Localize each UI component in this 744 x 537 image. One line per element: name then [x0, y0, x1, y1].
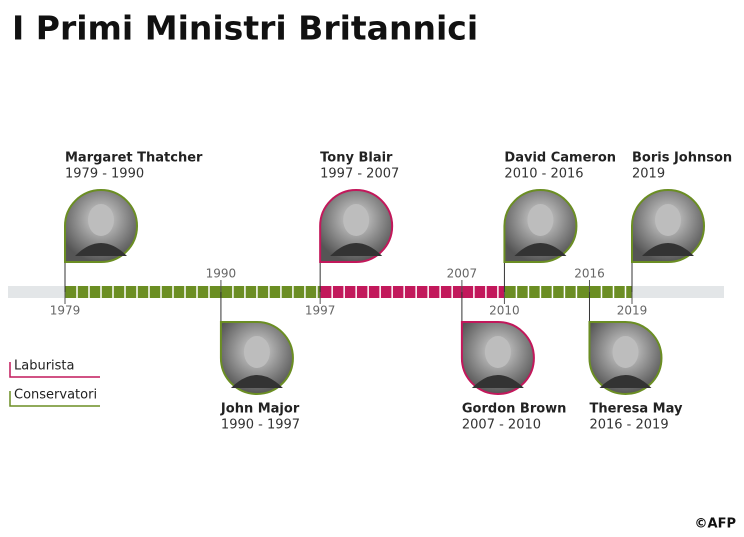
- term-segment: [504, 286, 590, 298]
- term-segment: [220, 286, 321, 298]
- tick-label: 2010: [489, 304, 520, 318]
- portrait-body: [514, 243, 567, 256]
- legend-line: [9, 391, 100, 407]
- portrait-head: [484, 336, 511, 368]
- portrait-body: [471, 375, 524, 388]
- legend-label: Laburista: [14, 359, 75, 374]
- term-segment: [461, 286, 505, 298]
- minister-name: Margaret Thatcher: [65, 151, 203, 166]
- tick-label: 2016: [574, 267, 605, 281]
- minister-term: 1979 - 1990: [65, 167, 144, 182]
- minister-term: 1990 - 1997: [221, 418, 300, 433]
- minister-term: 1997 - 2007: [320, 167, 399, 182]
- minister-name: Theresa May: [589, 402, 683, 417]
- tick-label: 1990: [206, 267, 237, 281]
- portrait-head: [612, 336, 639, 368]
- portrait-head: [243, 336, 270, 368]
- portrait-body: [330, 243, 383, 256]
- minister-name: Boris Johnson: [632, 151, 732, 166]
- portrait-body: [230, 375, 283, 388]
- minister-term: 2019: [632, 167, 665, 182]
- portrait-body: [599, 375, 652, 388]
- minister-name: Gordon Brown: [462, 402, 567, 417]
- legend-line: [9, 362, 100, 378]
- tick-label: 2007: [447, 267, 478, 281]
- tick-label: 1979: [50, 304, 81, 318]
- minister-term: 2010 - 2016: [504, 167, 583, 182]
- minister-name: John Major: [220, 402, 300, 417]
- minister-name: David Cameron: [504, 151, 616, 166]
- tick-label: 2019: [617, 304, 648, 318]
- portrait-body: [75, 243, 127, 256]
- copyright: ©AFP: [695, 517, 736, 532]
- portrait-body: [642, 243, 694, 256]
- minister-term: 2007 - 2010: [462, 418, 541, 433]
- term-segment: [65, 286, 221, 298]
- term-segment: [589, 286, 632, 298]
- portrait-head: [88, 204, 114, 236]
- legend-label: Conservatori: [14, 388, 97, 403]
- tick-label: 1997: [305, 304, 336, 318]
- minister-term: 2016 - 2019: [589, 418, 668, 433]
- portrait-head: [343, 204, 370, 236]
- portrait-head: [527, 204, 554, 236]
- minister-name: Tony Blair: [320, 151, 393, 166]
- portrait-head: [655, 204, 681, 236]
- title: I Primi Ministri Britannici: [12, 9, 478, 48]
